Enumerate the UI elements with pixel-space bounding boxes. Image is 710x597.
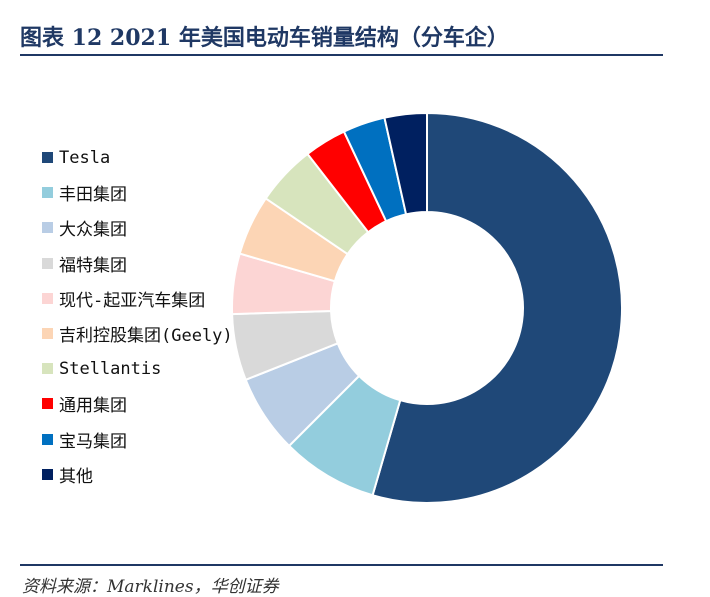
legend-swatch [42, 222, 53, 234]
legend-swatch [42, 257, 53, 269]
legend-swatch [42, 152, 53, 164]
legend-swatch [42, 292, 53, 304]
legend-item: 福特集团 [42, 246, 282, 281]
legend-label: 丰田集团 [59, 185, 127, 206]
legend-item: 其他 [42, 457, 282, 492]
legend-label: 宝马集团 [59, 431, 127, 452]
donut-slice [383, 111, 428, 216]
legend-item: 通用集团 [42, 386, 282, 421]
legend-label: 现代-起亚汽车集团 [59, 290, 206, 311]
legend-swatch [42, 328, 53, 340]
legend-item: 吉利控股集团(Geely) [42, 316, 282, 351]
footer-divider [20, 564, 663, 566]
source-note: 资料来源：Marklines，华创证券 [22, 577, 279, 597]
page-title: 图表 12 2021 年美国电动车销量结构（分车企） [20, 25, 509, 51]
legend-item: 丰田集团 [42, 175, 282, 210]
legend-label: 通用集团 [59, 396, 127, 417]
legend-swatch [42, 398, 53, 410]
chart-legend: Tesla 丰田集团大众集团福特集团现代-起亚汽车集团吉利控股集团(Geely) S… [42, 140, 282, 492]
title-bar: 图表 12 2021 年美国电动车销量结构（分车企） [20, 14, 663, 56]
legend-swatch [42, 363, 53, 375]
legend-label: 其他 [59, 466, 93, 487]
legend-item: Stellantis [42, 351, 282, 386]
legend-label: Stellantis [59, 358, 162, 379]
legend-item: 宝马集团 [42, 422, 282, 457]
legend-label: 大众集团 [59, 220, 127, 241]
donut-slice [371, 111, 623, 504]
legend-item: 现代-起亚汽车集团 [42, 281, 282, 316]
legend-swatch [42, 187, 53, 199]
legend-item: Tesla [42, 140, 282, 175]
legend-swatch [42, 468, 53, 480]
legend-swatch [42, 433, 53, 445]
legend-label: Tesla [59, 147, 111, 168]
legend-label: 福特集团 [59, 255, 127, 276]
legend-label: 吉利控股集团(Geely) [59, 326, 233, 347]
legend-item: 大众集团 [42, 210, 282, 245]
